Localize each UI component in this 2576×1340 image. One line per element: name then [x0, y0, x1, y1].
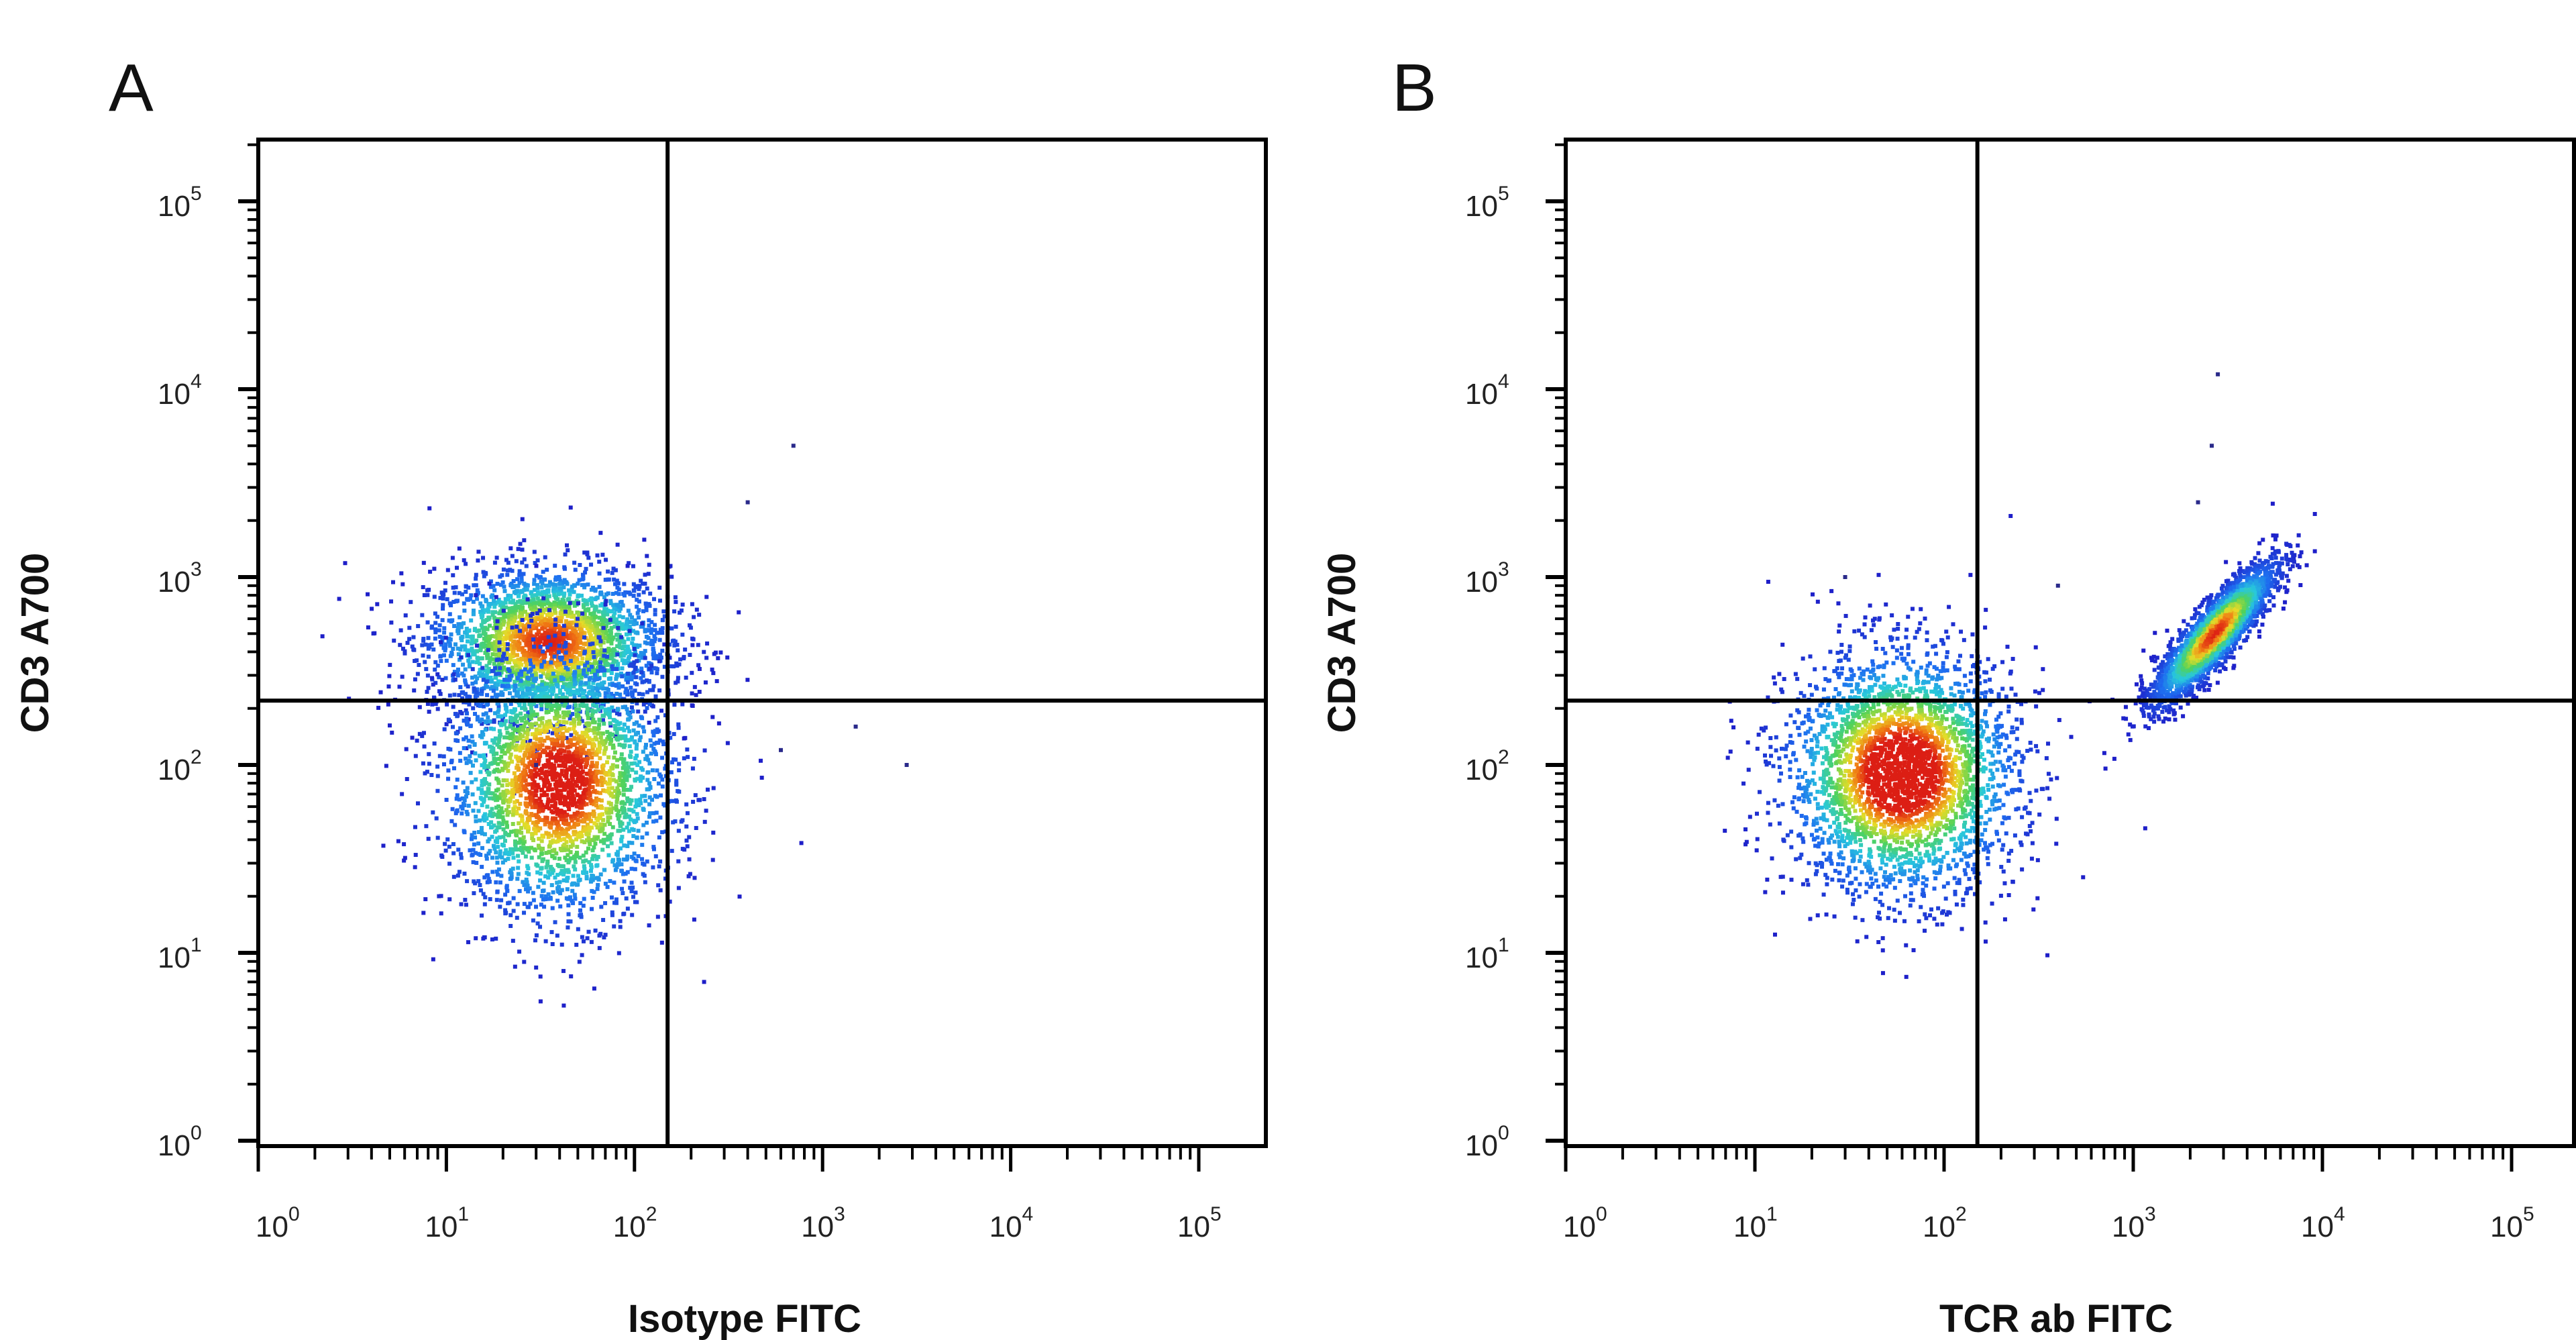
y-tick-label: 103: [1465, 558, 1509, 599]
y-tick-label: 100: [158, 1122, 202, 1162]
x-tick-label: 104: [989, 1203, 1034, 1243]
y-tick-label: 102: [1465, 746, 1509, 786]
panel-a: A 100 101 102 103 104 105 100 101 102 103 104 105 I…: [13, 50, 1268, 1340]
x-tick-label: 103: [2112, 1203, 2156, 1243]
y-tick-label: 101: [1465, 934, 1509, 974]
panel-b-x-axis-title: TCR ab FITC: [1939, 1297, 2173, 1340]
panel-a-density-dots: [320, 444, 909, 1008]
x-tick-label: 105: [2490, 1203, 2534, 1243]
x-tick-label: 104: [2301, 1203, 2345, 1243]
y-tick-label: 104: [158, 370, 202, 411]
y-tick-label: 102: [158, 746, 202, 786]
y-tick-label: 101: [158, 934, 202, 974]
panel-a-letter: A: [109, 50, 154, 125]
y-tick-label: 104: [1465, 370, 1509, 411]
panel-a-plot-frame: [256, 138, 1268, 1148]
panel-a-x-axis-title: Isotype FITC: [628, 1297, 861, 1340]
panel-b-density-dots: [1723, 372, 2317, 979]
y-tick-label: 100: [1465, 1122, 1509, 1162]
x-tick-label: 102: [613, 1203, 657, 1243]
x-tick-label: 101: [425, 1203, 469, 1243]
y-tick-label: 105: [1465, 183, 1509, 223]
x-tick-label: 103: [801, 1203, 845, 1243]
panel-b-y-axis-title: CD3 A700: [1320, 553, 1364, 733]
y-tick-label: 103: [158, 558, 202, 599]
x-tick-label: 100: [256, 1203, 300, 1243]
panel-a-axes: 100 101 102 103 104 105 100 101 102 103 104 105: [158, 143, 1222, 1243]
panel-b-plot-frame: [1564, 138, 2576, 1148]
x-tick-label: 102: [1923, 1203, 1967, 1243]
x-tick-label: 100: [1563, 1203, 1607, 1243]
x-tick-label: 101: [1733, 1203, 1778, 1243]
panel-b-axes: 100 101 102 103 104 105 100 101 102 103 104 105: [1465, 143, 2534, 1243]
panel-a-y-axis-title: CD3 A700: [13, 553, 57, 733]
x-tick-label: 105: [1177, 1203, 1222, 1243]
panel-b: B 100 101 102 103 104 105 100 101 102 103 104 105 T…: [1320, 50, 2576, 1340]
panel-b-letter: B: [1392, 50, 1437, 125]
y-tick-label: 105: [158, 183, 202, 223]
